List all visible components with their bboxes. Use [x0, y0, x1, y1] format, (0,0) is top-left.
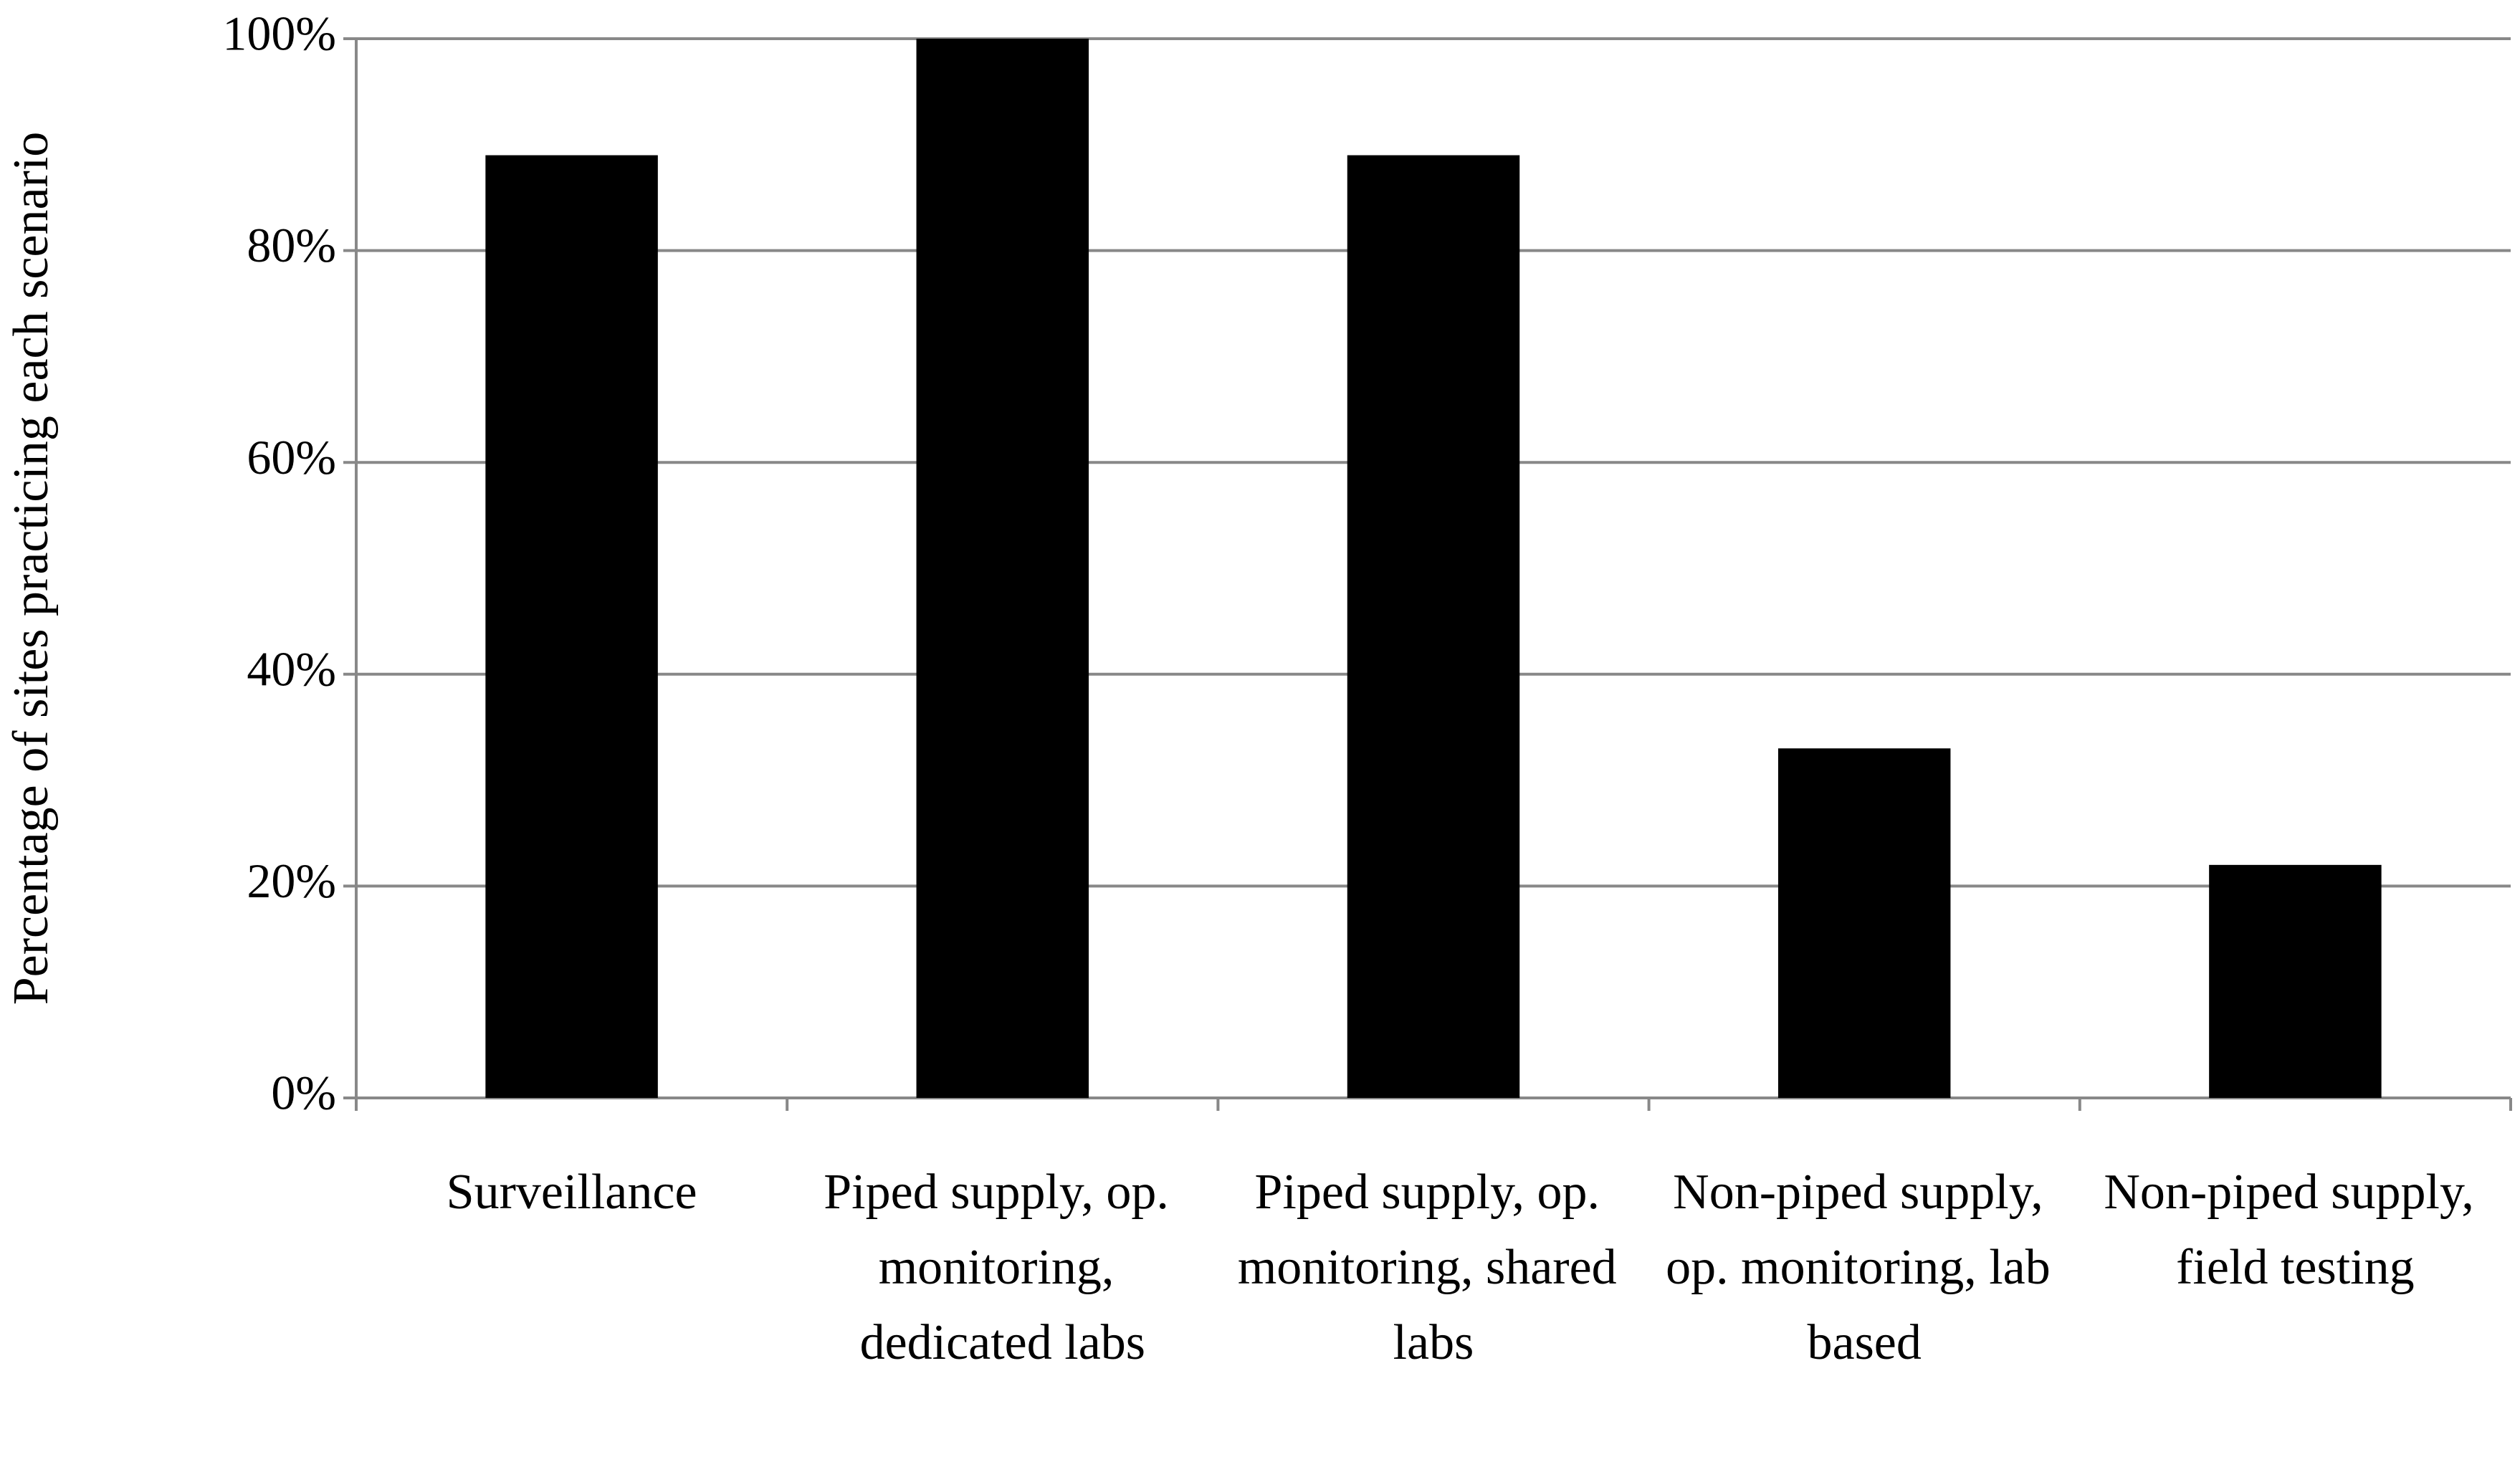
bar — [1347, 155, 1520, 1099]
x-tick-label: Non-piped supply, field testing — [2104, 1165, 2486, 1295]
y-tick-label: 0% — [271, 1066, 336, 1120]
y-tick-label: 100% — [222, 6, 336, 61]
x-tick-label: Surveillance — [447, 1165, 697, 1220]
bar — [2209, 864, 2382, 1098]
x-tick-label: Non-piped supply, op. monitoring, lab ba… — [1666, 1165, 2063, 1370]
bar — [485, 155, 658, 1099]
y-tick-label: 40% — [247, 641, 336, 696]
y-axis-label: Percentage of sites practicing each scen… — [4, 132, 59, 1005]
y-tick-label: 80% — [247, 218, 336, 272]
bar — [916, 39, 1089, 1098]
bar — [1777, 748, 1951, 1098]
x-tick-label: Piped supply, op. monitoring, dedicated … — [824, 1165, 1181, 1370]
y-tick-label: 60% — [247, 430, 336, 484]
x-tick-label: Piped supply, op. monitoring, shared lab… — [1238, 1165, 1629, 1370]
y-tick-label: 20% — [247, 854, 336, 908]
